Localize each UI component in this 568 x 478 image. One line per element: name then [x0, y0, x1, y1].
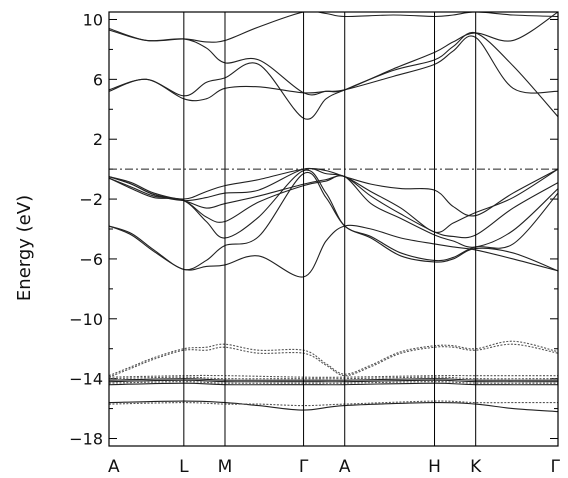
k-point-label: L — [179, 457, 189, 477]
y-tick-label: 2 — [93, 130, 103, 149]
band-lines — [109, 12, 558, 413]
band-line — [109, 400, 558, 407]
k-point-label: Γ — [299, 457, 309, 477]
k-point-label: M — [218, 457, 233, 477]
y-tick-label: 6 — [93, 70, 103, 89]
k-point-label: A — [339, 457, 351, 477]
y-tick-label: −6 — [79, 250, 103, 269]
k-point-label: Γ — [551, 457, 561, 477]
band-line — [109, 12, 558, 96]
band-line — [109, 376, 558, 380]
band-line — [109, 31, 558, 120]
band-line — [109, 340, 558, 377]
y-axis-title: Energy (eV) — [14, 195, 35, 301]
band-line — [109, 171, 558, 272]
k-point-lines — [183, 12, 477, 446]
y-tick-label: 10 — [83, 10, 103, 29]
band-line — [109, 381, 558, 384]
band-line — [109, 35, 558, 102]
band-line — [109, 224, 558, 278]
band-line — [109, 374, 558, 378]
k-point-label: H — [428, 457, 441, 477]
k-point-label: K — [470, 457, 482, 477]
y-tick-label: −2 — [79, 190, 103, 209]
band-line — [109, 343, 558, 378]
k-point-label: A — [108, 457, 120, 477]
y-tick-label: −18 — [69, 430, 103, 449]
y-ticks: 10 6 2 −2 −6 −10 −14 −18 — [69, 10, 558, 449]
y-tick-label: −10 — [69, 310, 103, 329]
band-line — [109, 169, 558, 262]
band-line — [109, 174, 558, 248]
y-tick-label: −14 — [69, 370, 103, 389]
band-line — [109, 167, 558, 234]
plot-frame — [108, 11, 559, 447]
band-line — [109, 400, 558, 413]
